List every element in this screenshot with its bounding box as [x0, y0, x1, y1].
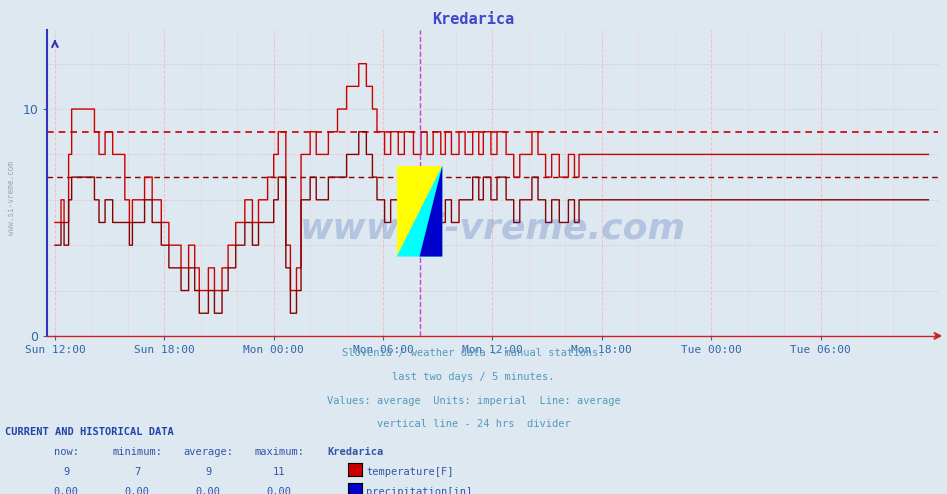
- Text: Slovenia / weather data - manual stations.: Slovenia / weather data - manual station…: [342, 348, 605, 358]
- Text: 0.00: 0.00: [196, 487, 221, 494]
- Text: www.si-vreme.com: www.si-vreme.com: [7, 161, 16, 235]
- Text: 7: 7: [134, 467, 140, 477]
- Text: now:: now:: [54, 447, 79, 457]
- Text: 11: 11: [273, 467, 286, 477]
- Text: 9: 9: [63, 467, 69, 477]
- Text: Kredarica: Kredarica: [327, 447, 384, 457]
- Text: vertical line - 24 hrs  divider: vertical line - 24 hrs divider: [377, 419, 570, 429]
- Text: last two days / 5 minutes.: last two days / 5 minutes.: [392, 372, 555, 382]
- Text: Values: average  Units: imperial  Line: average: Values: average Units: imperial Line: av…: [327, 396, 620, 406]
- Text: CURRENT AND HISTORICAL DATA: CURRENT AND HISTORICAL DATA: [5, 427, 173, 437]
- Text: average:: average:: [184, 447, 233, 457]
- Text: www.si-vreme.com: www.si-vreme.com: [299, 212, 686, 246]
- Text: minimum:: minimum:: [113, 447, 162, 457]
- Polygon shape: [420, 166, 442, 256]
- Polygon shape: [397, 166, 442, 256]
- Text: 0.00: 0.00: [54, 487, 79, 494]
- Text: maximum:: maximum:: [255, 447, 304, 457]
- Text: temperature[F]: temperature[F]: [366, 467, 454, 477]
- Text: 0.00: 0.00: [125, 487, 150, 494]
- Text: 0.00: 0.00: [267, 487, 292, 494]
- Text: 9: 9: [205, 467, 211, 477]
- Text: precipitation[in]: precipitation[in]: [366, 487, 473, 494]
- Polygon shape: [397, 166, 442, 256]
- Text: Kredarica: Kredarica: [433, 12, 514, 27]
